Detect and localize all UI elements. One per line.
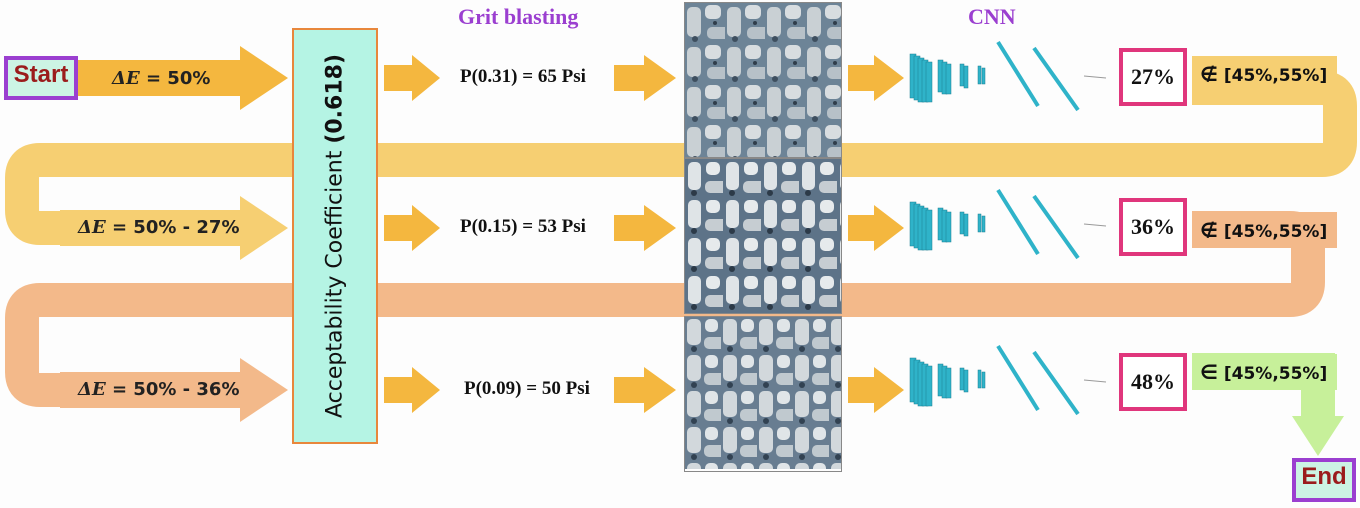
arrow-pressure-image-3 xyxy=(614,367,676,413)
delta-value: = 50% xyxy=(139,68,211,89)
delta-symbol: ΔE xyxy=(112,68,140,89)
start-node: Start xyxy=(4,56,78,100)
delta-label-1: ΔE = 50% xyxy=(112,68,210,89)
arrow-coef-pressure-1 xyxy=(384,55,440,101)
end-node: End xyxy=(1292,458,1356,502)
delta-arrow-1 xyxy=(78,46,288,110)
arrow-coef-pressure-3 xyxy=(384,367,440,413)
surface-image-2 xyxy=(684,158,842,314)
arrow-pressure-image-1 xyxy=(614,55,676,101)
pressure-label-3: P(0.09) = 50 Psi xyxy=(464,378,590,399)
delta-value: = 50% - 27% xyxy=(105,217,240,238)
coefficient-text: Acceptability Coefficient (0.618) xyxy=(323,54,348,418)
cnn-architecture-2 xyxy=(908,184,1118,270)
acceptability-coefficient-box: Acceptability Coefficient (0.618) xyxy=(292,28,378,444)
delta-arrow-2 xyxy=(60,196,288,260)
range-check-1: ∉ [45%,55%] xyxy=(1192,56,1338,92)
pressure-label-2: P(0.15) = 53 Psi xyxy=(460,216,586,237)
arrow-image-cnn-3 xyxy=(848,367,904,413)
range-value: [45%,55%] xyxy=(1223,66,1328,86)
range-value: [45%,55%] xyxy=(1223,364,1328,384)
not-member-symbol: ∉ xyxy=(1200,62,1218,86)
surface-image-1 xyxy=(684,2,842,158)
delta-value: = 50% - 36% xyxy=(105,379,240,400)
arrow-coef-pressure-2 xyxy=(384,205,440,251)
result-box-2: 36% xyxy=(1119,198,1187,256)
not-member-symbol: ∉ xyxy=(1200,218,1218,242)
arrow-pressure-image-2 xyxy=(614,205,676,251)
grit-blasting-header: Grit blasting xyxy=(458,4,579,29)
loop-connector-1 xyxy=(5,71,1357,245)
pressure-label-1: P(0.31) = 65 Psi xyxy=(460,66,586,87)
cnn-architecture-1 xyxy=(908,36,1118,122)
member-symbol: ∈ xyxy=(1200,360,1218,384)
coefficient-value: (0.618) xyxy=(322,53,348,144)
arrow-image-cnn-1 xyxy=(848,55,904,101)
cnn-architecture-3 xyxy=(908,340,1118,426)
result-box-3: 48% xyxy=(1119,353,1187,411)
delta-label-3: ΔE = 50% - 36% xyxy=(78,379,239,400)
delta-symbol: ΔE xyxy=(78,379,106,400)
range-check-3: ∈ [45%,55%] xyxy=(1192,354,1338,390)
delta-label-2: ΔE = 50% - 27% xyxy=(78,217,239,238)
delta-arrow-3 xyxy=(60,358,288,422)
coefficient-label: Acceptability Coefficient xyxy=(322,150,348,419)
cnn-header: CNN xyxy=(968,4,1016,29)
range-check-2: ∉ [45%,55%] xyxy=(1192,212,1338,248)
range-value: [45%,55%] xyxy=(1223,222,1328,242)
end-arrow-head xyxy=(1292,416,1344,456)
surface-image-3 xyxy=(684,316,842,472)
result-box-1: 27% xyxy=(1119,48,1187,106)
arrow-image-cnn-2 xyxy=(848,205,904,251)
delta-symbol: ΔE xyxy=(78,217,106,238)
